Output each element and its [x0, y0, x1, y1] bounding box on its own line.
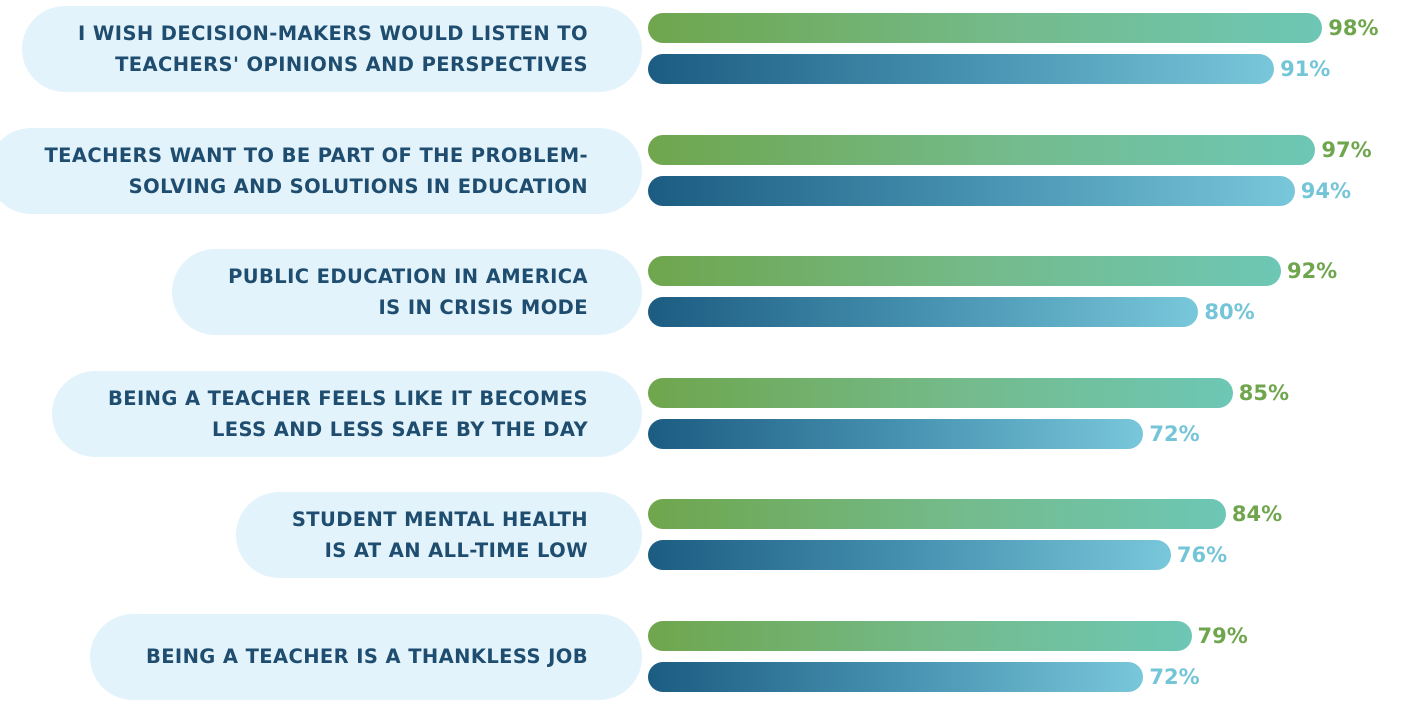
- bar-series-1: [648, 13, 1323, 43]
- category-label-line: IS IN CRISIS MODE: [378, 296, 588, 319]
- category-label-pill: STUDENT MENTAL HEALTH IS AT AN ALL-TIME L…: [235, 492, 642, 578]
- bar-series-2: [648, 54, 1275, 84]
- bar-series-1: [648, 377, 1233, 408]
- bar-series-2: [648, 418, 1144, 449]
- bar-series-1: [648, 499, 1226, 529]
- value-label-series-1: 92%: [1286, 259, 1338, 283]
- category-label-line: LESS AND LESS SAFE BY THE DAY: [211, 417, 588, 441]
- category-label-line: STUDENT MENTAL HEALTH: [291, 508, 588, 531]
- category-label-pill: PUBLIC EDUCATION IN AMERICA IS IN CRISIS …: [172, 249, 642, 335]
- bar-series-2: [648, 661, 1144, 692]
- category-label-line: TEACHERS WANT TO BE PART OF THE PROBLEM-: [44, 143, 588, 167]
- statement-row: BEING A TEACHER FEELS LIKE IT BECOMES LES…: [0, 370, 1408, 458]
- category-label-line: IS AT AN ALL-TIME LOW: [324, 539, 588, 562]
- value-label-series-2: 72%: [1149, 664, 1200, 689]
- category-label-pill: BEING A TEACHER FEELS LIKE IT BECOMES LES…: [51, 370, 642, 457]
- value-label-series-2: 72%: [1149, 421, 1200, 446]
- statement-row: I WISH DECISION-MAKERS WOULD LISTEN TO TE…: [0, 5, 1408, 93]
- value-label-series-2: 94%: [1300, 178, 1351, 203]
- value-label-series-1: 79%: [1197, 623, 1248, 648]
- category-label-pill: TEACHERS WANT TO BE PART OF THE PROBLEM-…: [0, 127, 642, 214]
- value-label-series-2: 76%: [1176, 543, 1228, 567]
- bar-series-1: [648, 620, 1192, 651]
- category-label-line: SOLVING AND SOLUTIONS IN EDUCATION: [128, 174, 588, 198]
- category-label-line: BEING A TEACHER IS A THANKLESS JOB: [145, 645, 588, 668]
- value-label-series-2: 91%: [1280, 57, 1331, 81]
- category-label-line: BEING A TEACHER FEELS LIKE IT BECOMES: [107, 386, 588, 410]
- bar-series-2: [648, 540, 1171, 570]
- category-label-line: PUBLIC EDUCATION IN AMERICA: [228, 265, 588, 288]
- bar-series-2: [648, 175, 1295, 206]
- bar-series-2: [648, 297, 1199, 327]
- value-label-series-1: 85%: [1238, 380, 1290, 405]
- statement-row: TEACHERS WANT TO BE PART OF THE PROBLEM-…: [0, 127, 1408, 215]
- value-label-series-2: 80%: [1204, 300, 1255, 324]
- value-label-series-1: 84%: [1231, 502, 1283, 526]
- category-label-pill: I WISH DECISION-MAKERS WOULD LISTEN TO TE…: [22, 6, 642, 92]
- statement-row: BEING A TEACHER IS A THANKLESS JOB 79% 72%: [0, 613, 1408, 701]
- statement-row: PUBLIC EDUCATION IN AMERICA IS IN CRISIS …: [0, 248, 1408, 336]
- category-label-pill: BEING A TEACHER IS A THANKLESS JOB: [89, 613, 642, 700]
- bar-series-1: [648, 134, 1316, 165]
- value-label-series-1: 97%: [1321, 137, 1372, 162]
- statement-row: STUDENT MENTAL HEALTH IS AT AN ALL-TIME L…: [0, 491, 1408, 579]
- category-label-line: I WISH DECISION-MAKERS WOULD LISTEN TO: [78, 22, 588, 45]
- value-label-series-1: 98%: [1328, 16, 1379, 40]
- bar-series-1: [648, 256, 1281, 286]
- category-label-line: TEACHERS' OPINIONS AND PERSPECTIVES: [115, 53, 588, 76]
